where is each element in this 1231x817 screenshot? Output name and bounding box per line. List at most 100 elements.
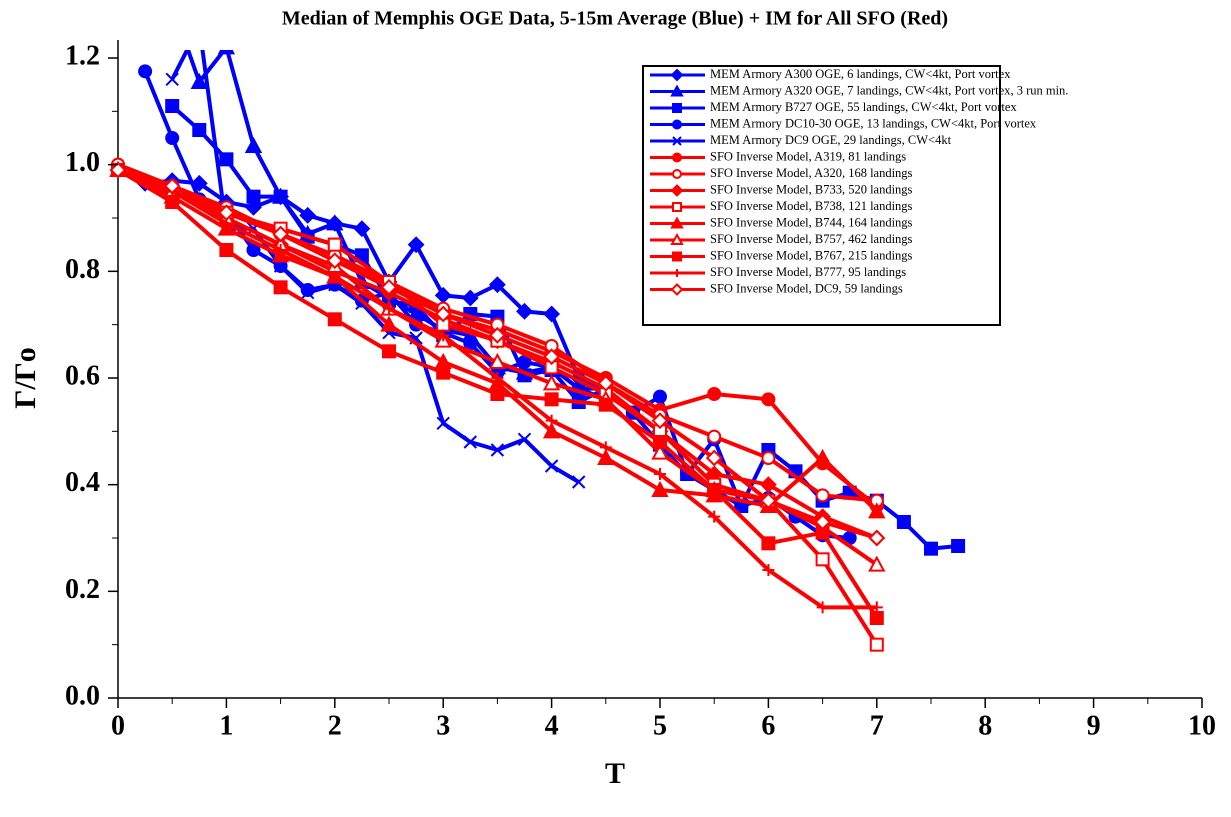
marker [868, 555, 886, 572]
marker [761, 451, 776, 465]
marker [651, 443, 669, 460]
marker [326, 214, 344, 231]
marker [273, 280, 288, 295]
marker [651, 412, 669, 430]
marker [165, 0, 179, 11]
marker [951, 539, 966, 553]
marker [380, 278, 398, 296]
marker [870, 601, 883, 614]
legend-text: MEM Armory DC9 OGE, 29 landings, CW<4kt [710, 133, 952, 147]
marker [327, 312, 342, 327]
marker [380, 315, 398, 332]
marker [463, 435, 478, 449]
plot-area [109, 0, 966, 652]
marker [670, 84, 684, 97]
marker [673, 269, 681, 277]
marker [192, 123, 207, 137]
marker [672, 202, 682, 212]
marker [436, 416, 450, 431]
y-tick-label: 0.6 [65, 360, 100, 391]
marker [705, 449, 723, 467]
x-axis-label: T [605, 757, 625, 790]
marker [816, 601, 829, 614]
marker [708, 510, 721, 523]
marker [219, 152, 234, 167]
marker [815, 488, 830, 503]
marker [707, 387, 722, 401]
marker [543, 305, 561, 323]
legend-text: SFO Inverse Model, B744, 164 landings [710, 215, 913, 229]
y-tick-label: 0.4 [65, 467, 100, 498]
x-tick-label: 9 [1087, 710, 1101, 741]
marker [672, 119, 682, 130]
marker [491, 372, 504, 384]
marker [761, 392, 776, 407]
marker [545, 414, 558, 427]
marker [670, 184, 684, 197]
marker [761, 536, 776, 551]
marker [868, 502, 886, 519]
marker [670, 232, 684, 245]
marker [672, 152, 682, 163]
x-tick-label: 1 [219, 710, 233, 741]
marker [672, 251, 682, 262]
marker [814, 513, 832, 531]
legend-text: SFO Inverse Model, B767, 215 landings [710, 248, 913, 262]
marker [138, 64, 153, 79]
marker [244, 136, 263, 153]
marker [246, 189, 261, 204]
marker [517, 432, 532, 447]
legend-text: SFO Inverse Model, B777, 95 landings [710, 265, 906, 279]
marker [490, 387, 505, 401]
legend-text: SFO Inverse Model, DC9, 59 landings [710, 281, 903, 295]
marker [670, 68, 684, 82]
marker [672, 103, 682, 113]
marker [924, 541, 938, 556]
marker [300, 285, 315, 300]
marker [543, 348, 561, 366]
marker [383, 302, 395, 315]
marker [353, 220, 371, 238]
marker [542, 374, 561, 391]
legend-text: SFO Inverse Model, B738, 121 landings [710, 199, 913, 213]
marker [434, 286, 452, 304]
marker [217, 50, 236, 55]
marker [868, 529, 886, 547]
marker [815, 552, 830, 567]
marker [597, 374, 615, 392]
x-tick-label: 8 [978, 710, 992, 741]
marker [273, 189, 288, 204]
legend-text: SFO Inverse Model, B733, 520 landings [710, 182, 913, 196]
marker [762, 564, 775, 576]
marker [516, 302, 533, 320]
marker [598, 397, 613, 412]
marker [436, 365, 451, 380]
marker [571, 475, 586, 489]
marker [544, 392, 559, 407]
marker [896, 515, 911, 529]
marker [217, 204, 235, 222]
y-tick-label: 0.2 [65, 574, 100, 605]
legend-text: MEM Armory A320 OGE, 7 landings, CW<4kt,… [710, 83, 1068, 97]
marker [165, 131, 180, 145]
marker [488, 276, 506, 294]
marker [461, 289, 479, 307]
x-tick-label: 3 [436, 710, 450, 741]
y-tick-label: 0.8 [65, 254, 100, 285]
marker [707, 483, 722, 497]
marker [869, 637, 884, 652]
marker [542, 422, 561, 439]
marker [163, 177, 181, 195]
marker [490, 443, 505, 457]
y-tick-label: 1.2 [65, 40, 100, 71]
x-tick-label: 10 [1188, 710, 1216, 741]
legend-text: SFO Inverse Model, A319, 81 landings [710, 149, 906, 163]
marker [672, 169, 682, 179]
marker [653, 389, 667, 404]
marker [544, 459, 559, 473]
marker [437, 329, 450, 342]
marker [813, 448, 832, 465]
marker [670, 216, 684, 229]
